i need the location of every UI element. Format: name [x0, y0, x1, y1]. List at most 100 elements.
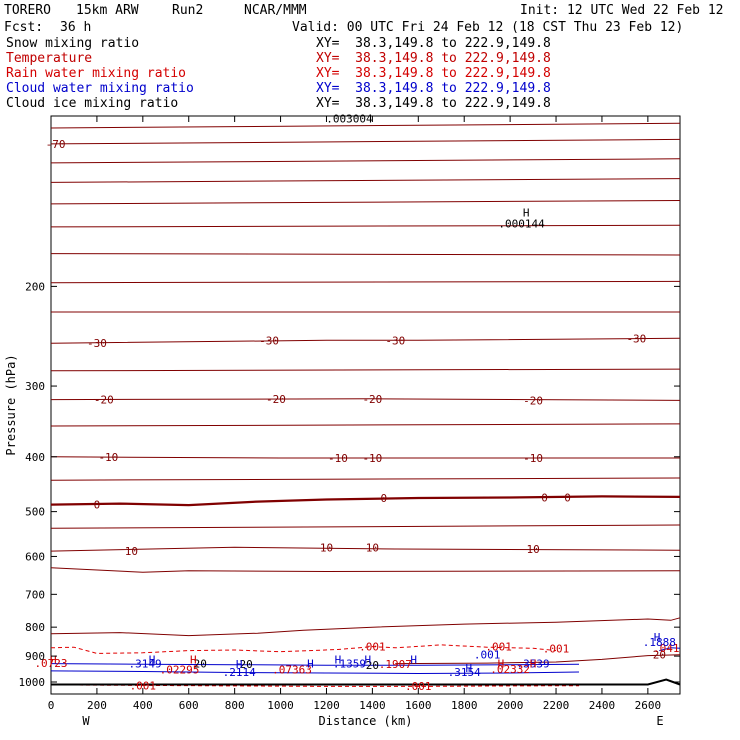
legend-label: Snow mixing ratio	[6, 36, 140, 51]
contour-label: .001	[405, 680, 432, 693]
isotherm-line	[50, 200, 681, 205]
isotherm-line	[50, 477, 681, 481]
east-end-label: E	[656, 714, 663, 728]
isotherm-line	[50, 224, 681, 228]
y-tick-label: 900	[25, 650, 45, 663]
isotherm-line	[395, 654, 681, 665]
cloud-water-contour-line	[50, 670, 580, 675]
contour-label: 10	[125, 545, 138, 558]
legend-xy: XY= 38.3,149.8 to 222.9,149.8	[316, 81, 551, 96]
contour-label: .001	[543, 642, 570, 655]
y-tick-label: 700	[25, 588, 45, 601]
y-tick-label: 400	[25, 451, 45, 464]
legend-xy: XY= 38.3,149.8 to 222.9,149.8	[316, 96, 551, 111]
isotherm-line	[50, 122, 681, 129]
y-tick-label: 600	[25, 550, 45, 563]
contour-label: .02332	[490, 663, 530, 676]
isotherm-line	[50, 337, 681, 344]
extremum-mark: H	[50, 653, 57, 666]
west-end-label: W	[82, 714, 90, 728]
contour-label: .001	[485, 641, 512, 654]
contour-label: .003004	[326, 112, 373, 125]
contour-label: 0	[94, 499, 101, 512]
contour-label: -30	[259, 334, 279, 347]
header-model: TORERO	[4, 3, 51, 18]
x-tick-label: 400	[133, 699, 153, 712]
isotherm-line	[50, 567, 681, 573]
x-tick-label: 2400	[589, 699, 616, 712]
contour-label: 0	[564, 491, 571, 504]
header-init: Init: 12 UTC Wed 22 Feb 12	[520, 3, 724, 18]
x-tick-label: 2200	[543, 699, 570, 712]
contour-label: 20	[194, 658, 207, 671]
terrain-line	[51, 678, 681, 686]
extremum-mark: H	[465, 662, 472, 675]
contour-label: -30	[385, 334, 405, 347]
x-tick-label: 1000	[267, 699, 294, 712]
contour-label: 0	[541, 491, 548, 504]
extremum-mark: H	[364, 653, 371, 666]
contour-label: -30	[87, 337, 107, 350]
isotherm-line	[50, 178, 681, 183]
contour-label: 20	[653, 649, 666, 662]
contour-label: 20	[240, 658, 253, 671]
contour-label: .1888	[643, 636, 676, 649]
isotherm-line	[50, 524, 681, 529]
isotherm-line	[50, 495, 681, 507]
isotherm-line	[50, 253, 681, 256]
extremum-mark: H	[530, 658, 537, 671]
contour-label: -20	[266, 393, 286, 406]
contour-label: .001	[130, 679, 157, 692]
contour-label: -70	[46, 138, 66, 151]
contour-label: -20	[362, 393, 382, 406]
isotherm-line	[50, 280, 681, 284]
contour-label: 20	[366, 659, 379, 672]
contour-label: .3154	[448, 666, 481, 679]
cloud-water-contour-line	[659, 647, 681, 652]
rain-contour-line	[50, 684, 580, 687]
extremum-mark: H	[523, 206, 530, 219]
extremum-mark: H	[190, 653, 197, 666]
isotherm-line	[50, 423, 681, 427]
contour-label: -10	[362, 452, 382, 465]
x-tick-label: 800	[225, 699, 245, 712]
legend-xy: XY= 38.3,149.8 to 222.9,149.8	[316, 36, 551, 51]
cloud-water-contour-line	[50, 663, 580, 666]
contour-label: -20	[523, 394, 543, 407]
legend-xy: XY= 38.3,149.8 to 222.9,149.8	[316, 66, 551, 81]
extremum-mark: H	[149, 653, 156, 666]
extremum-mark: H	[236, 658, 243, 671]
isotherm-line	[50, 617, 681, 637]
contour-label: 10	[320, 541, 333, 554]
x-tick-label: 1600	[405, 699, 432, 712]
contour-label: 10	[366, 541, 379, 554]
extremum-mark: H	[410, 653, 417, 666]
contour-label: .2114	[223, 666, 256, 679]
contour-label: -10	[98, 451, 118, 464]
legend-label: Cloud ice mixing ratio	[6, 96, 179, 111]
contour-label: .001	[359, 641, 386, 654]
isotherm-line	[50, 138, 681, 145]
plot-frame	[50, 115, 681, 695]
header-org: NCAR/MMM	[244, 3, 307, 18]
x-tick-label: 200	[87, 699, 107, 712]
legend-label: Cloud water mixing ratio	[6, 81, 194, 96]
isotherm-line	[50, 158, 681, 164]
contour-label: -10	[523, 452, 543, 465]
isotherm-line	[50, 398, 681, 401]
contour-label: .3149	[129, 658, 162, 671]
contour-label: .001	[474, 649, 501, 662]
contour-label: -30	[626, 332, 646, 345]
y-tick-label: 500	[25, 506, 45, 519]
x-tick-label: 600	[179, 699, 199, 712]
header-run: Run2	[172, 3, 204, 18]
contour-label: -20	[94, 394, 114, 407]
x-axis-label: Distance (km)	[319, 714, 413, 728]
legend: Snow mixing ratio XY= 38.3,149.8 to 222.9…	[0, 36, 740, 112]
contour-label: -10	[328, 452, 348, 465]
x-tick-label: 2000	[497, 699, 524, 712]
legend-xy: XY= 38.3,149.8 to 222.9,149.8	[316, 51, 551, 66]
y-tick-label: 200	[25, 280, 45, 293]
header-resolution: 15km ARW	[76, 3, 139, 18]
legend-label: Temperature	[6, 51, 93, 66]
